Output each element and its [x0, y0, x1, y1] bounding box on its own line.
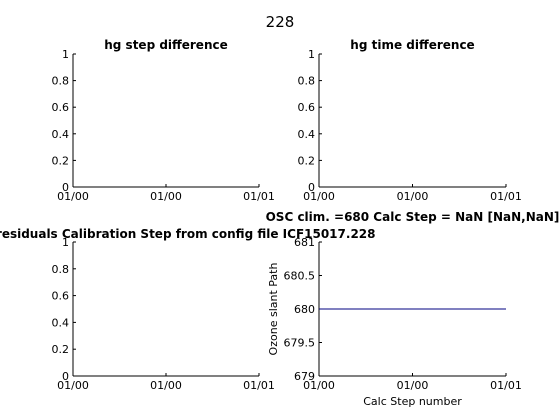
y-tick-label: 0 — [62, 181, 69, 194]
x-tick-label: 01/00 — [57, 379, 89, 392]
subplot-title: hg step difference — [104, 38, 228, 52]
y-tick-label: 680.5 — [284, 270, 316, 283]
subplot-2: 0 0.2 0.4 0.6 0.8 1 01/00 01/00 01/01 hg time dif… — [298, 38, 522, 203]
subplot-title: OSC clim. =680 Calc Step = NaN [NaN,NaN] — [266, 210, 560, 224]
subplot-4: 679 679.5 680 680.5 681 01/00 01/00 01/01 OSC cl… — [266, 210, 560, 408]
x-tick-label: 01/00 — [303, 190, 335, 203]
x-tick-label: 01/01 — [490, 379, 522, 392]
y-tick-label: 1 — [308, 48, 315, 61]
y-tick-label: 0.8 — [52, 263, 70, 276]
y-tick-label: 0.6 — [52, 101, 70, 114]
y-tick-label: 0.6 — [298, 101, 316, 114]
x-tick-label: 01/00 — [397, 190, 429, 203]
y-tick-label: 0.8 — [52, 75, 70, 88]
x-tick-label: 01/01 — [243, 379, 275, 392]
x-tick-label: 01/00 — [397, 379, 429, 392]
x-tick-label: 01/00 — [150, 379, 182, 392]
y-tick-label: 0.4 — [52, 128, 70, 141]
x-tick-label: 01/00 — [57, 190, 89, 203]
y-tick-label: 681 — [294, 236, 315, 249]
x-tick-label: 01/01 — [490, 190, 522, 203]
subplot-3: 0 0.2 0.4 0.6 0.8 1 01/00 01/00 01/01 norm residu… — [0, 227, 375, 392]
y-tick-label: 1 — [62, 48, 69, 61]
x-tick-label: 01/00 — [303, 379, 335, 392]
x-tick-label: 01/00 — [150, 190, 182, 203]
y-tick-label: 1 — [62, 236, 69, 249]
y-tick-label: 0.4 — [52, 316, 70, 329]
y-tick-label: 679.5 — [284, 337, 316, 350]
y-tick-label: 0.2 — [298, 154, 316, 167]
y-tick-label: 0.6 — [52, 290, 70, 303]
y-tick-label: 0 — [62, 370, 69, 383]
subplot-title: norm residuals Calibration Step from con… — [0, 227, 375, 241]
x-axis-label: Calc Step number — [363, 395, 462, 408]
y-tick-label: 0.4 — [298, 128, 316, 141]
subplot-title: hg time difference — [350, 38, 474, 52]
y-tick-label: 0.2 — [52, 343, 70, 356]
y-tick-label: 0 — [308, 181, 315, 194]
y-tick-label: 679 — [294, 370, 315, 383]
subplot-1: 0 0.2 0.4 0.6 0.8 1 01/00 01/00 01/01 hg step dif… — [52, 38, 275, 203]
y-tick-label: 0.8 — [298, 75, 316, 88]
x-tick-label: 01/01 — [243, 190, 275, 203]
y-axis-label: Ozone slant Path — [267, 263, 280, 356]
y-tick-label: 0.2 — [52, 154, 70, 167]
axes-layer: 0 0.2 0.4 0.6 0.8 1 01/00 01/00 01/01 hg step dif… — [0, 38, 559, 408]
y-tick-label: 680 — [294, 303, 315, 316]
figure-title: 228 — [266, 13, 295, 31]
